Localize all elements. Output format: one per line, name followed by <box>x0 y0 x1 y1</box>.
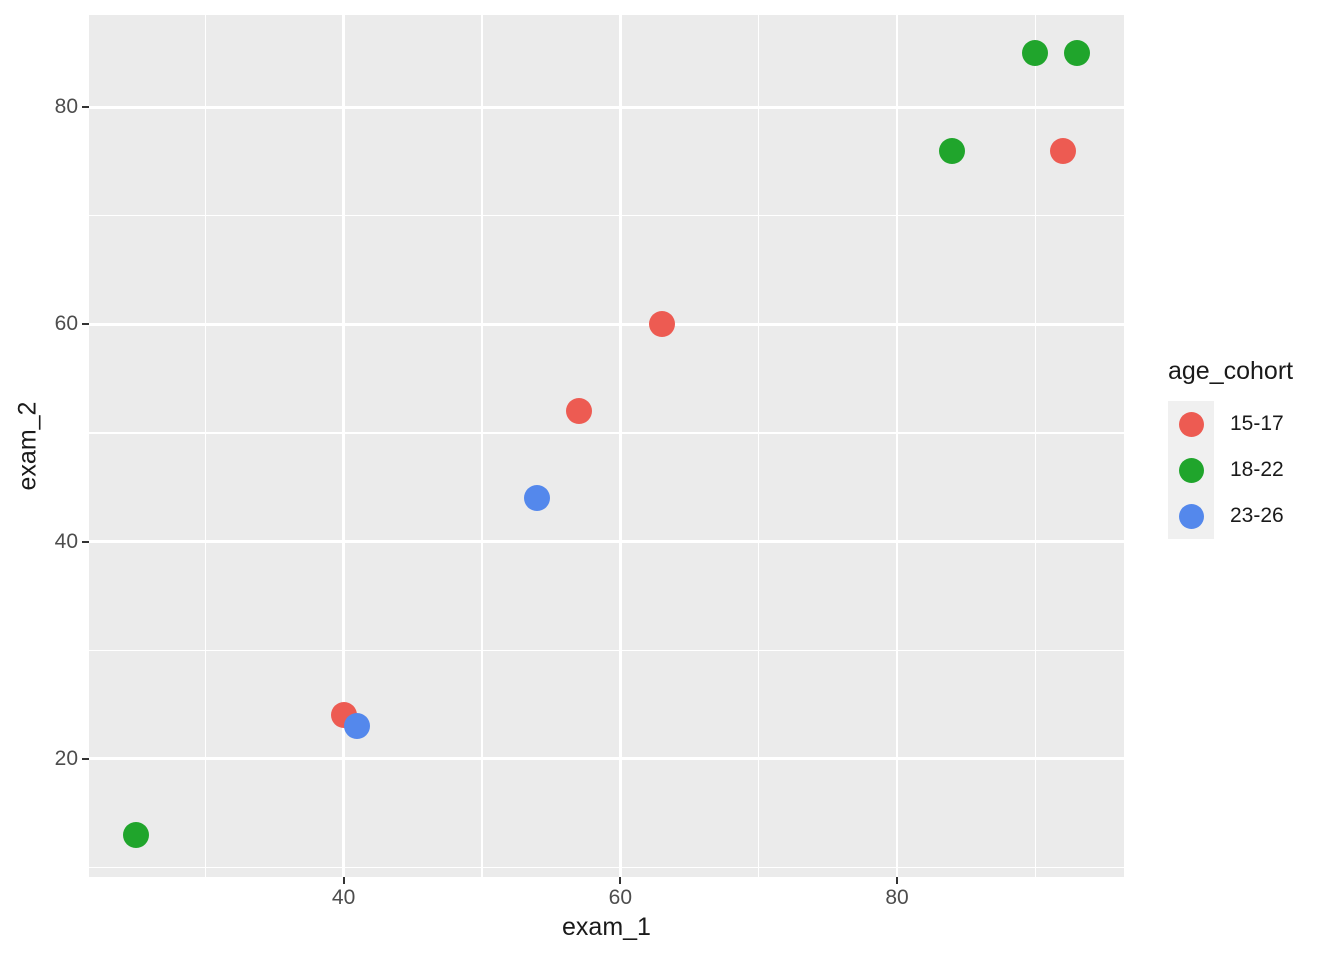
y-tick-label: 60 <box>54 312 78 336</box>
legend-keys: 15-17 18-22 23-26 <box>1168 401 1293 539</box>
data-point-23-26 <box>524 485 551 512</box>
legend-key <box>1168 493 1214 539</box>
x-tick-label: 40 <box>331 886 356 909</box>
data-point-15-17 <box>648 311 675 338</box>
legend-swatch-icon <box>1178 457 1204 483</box>
x-tick-label: 60 <box>608 886 632 909</box>
major-gridline-horizontal <box>89 323 1124 326</box>
major-gridline-vertical <box>342 15 345 877</box>
minor-gridline-vertical <box>1034 15 1037 877</box>
y-tick-label: 80 <box>54 95 78 119</box>
legend-key <box>1168 447 1214 493</box>
data-point-18-22 <box>123 821 150 848</box>
minor-gridline-vertical <box>481 15 483 877</box>
data-point-18-22 <box>939 137 966 164</box>
legend-label: 18-22 <box>1230 458 1284 481</box>
legend-item-18-22: 18-22 <box>1168 447 1293 493</box>
y-tick-label: 40 <box>54 529 78 553</box>
legend-swatch-icon <box>1178 503 1204 529</box>
x-tick-mark <box>896 877 899 884</box>
legend-swatch-icon <box>1178 411 1204 437</box>
legend-item-23-26: 23-26 <box>1168 493 1293 539</box>
y-tick-mark <box>82 106 89 109</box>
major-gridline-horizontal <box>89 540 1124 543</box>
minor-gridline-horizontal <box>89 215 1124 217</box>
minor-gridline-horizontal <box>89 866 1124 868</box>
x-axis-title: exam_1 <box>562 913 651 941</box>
y-axis-title: exam_2 <box>13 401 42 491</box>
legend-title: age_cohort <box>1168 357 1294 385</box>
data-point-18-22 <box>1022 39 1049 66</box>
minor-gridline-horizontal <box>89 432 1124 434</box>
plot-panel <box>89 15 1124 877</box>
y-tick-mark <box>82 540 89 543</box>
data-point-15-17 <box>1050 137 1077 164</box>
minor-gridline-vertical <box>204 15 206 877</box>
data-point-18-22 <box>1063 39 1090 66</box>
major-gridline-horizontal <box>89 757 1124 760</box>
x-tick-mark <box>342 877 345 884</box>
minor-gridline-vertical <box>758 15 760 877</box>
major-gridline-vertical <box>895 15 899 877</box>
x-tick-label: 80 <box>885 886 909 909</box>
y-tick-mark <box>82 757 89 760</box>
data-point-15-17 <box>565 398 592 425</box>
legend: age_cohort 15-17 18-22 23-26 <box>1168 357 1293 539</box>
legend-label: 23-26 <box>1230 504 1284 527</box>
y-tick-label: 20 <box>54 746 78 770</box>
x-tick-mark <box>619 877 622 884</box>
y-tick-mark <box>82 323 89 326</box>
legend-key <box>1168 401 1214 447</box>
minor-gridline-horizontal <box>89 649 1124 651</box>
legend-label: 15-17 <box>1230 412 1284 435</box>
data-point-23-26 <box>344 713 371 740</box>
major-gridline-vertical <box>619 15 622 877</box>
major-gridline-horizontal <box>89 106 1124 109</box>
legend-item-15-17: 15-17 <box>1168 401 1293 447</box>
